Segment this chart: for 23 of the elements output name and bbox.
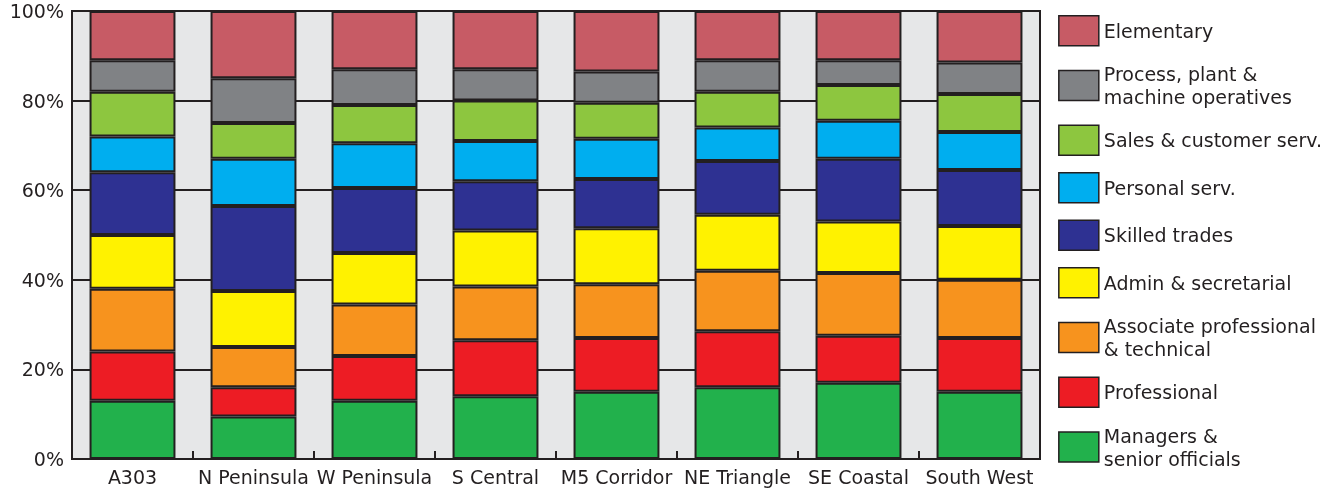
legend-label: Associate professional & technical <box>1103 315 1316 360</box>
y-tick-label: 100% <box>9 0 64 22</box>
x-tick-label: S Central <box>451 465 540 488</box>
x-tick-label: W Peninsula <box>316 465 433 488</box>
y-tick-label: 60% <box>21 179 64 202</box>
y-tick-label: 40% <box>21 268 64 291</box>
legend-label: Admin & secretarial <box>1103 271 1292 294</box>
y-tick-label: 80% <box>21 89 64 112</box>
x-tick-label: N Peninsula <box>198 465 309 488</box>
x-tick-label: NE Triangle <box>684 465 791 488</box>
x-tick-label: M5 Corridor <box>560 465 673 488</box>
legend-label: Sales & customer serv. <box>1103 129 1322 152</box>
legend-label: Elementary <box>1103 19 1214 42</box>
x-tick-label: A303 <box>107 465 158 488</box>
x-tick-label: South West <box>925 465 1034 488</box>
legend-label: Personal serv. <box>1103 176 1236 199</box>
y-tick-label: 0% <box>33 448 64 470</box>
legend-label: Managers & senior officials <box>1103 424 1241 470</box>
legend-label: Process, plant & machine operatives <box>1103 63 1292 108</box>
x-tick-label: SE Coastal <box>808 465 909 488</box>
y-tick-label: 20% <box>21 358 64 381</box>
legend-label: Skilled trades <box>1103 224 1234 247</box>
legend-label: Professional <box>1103 381 1218 404</box>
